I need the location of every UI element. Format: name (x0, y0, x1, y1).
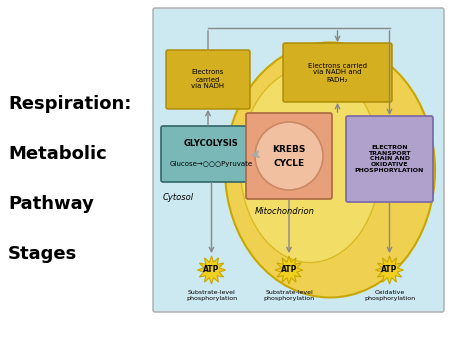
Text: ATP: ATP (203, 266, 220, 274)
Text: Respiration:: Respiration: (8, 95, 131, 113)
Text: ELECTRON
TRANSPORT
CHAIN AND
OXIDATIVE
PHOSPHORYLATION: ELECTRON TRANSPORT CHAIN AND OXIDATIVE P… (355, 145, 424, 173)
Text: CYCLE: CYCLE (274, 160, 305, 169)
Text: Cytosol: Cytosol (163, 193, 194, 202)
Text: Metabolic: Metabolic (8, 145, 107, 163)
Text: Electrons
carried
via NADH: Electrons carried via NADH (191, 70, 225, 90)
Text: Oxidative
phosphorylation: Oxidative phosphorylation (364, 290, 415, 301)
Text: Substrate-level
phosphorylation: Substrate-level phosphorylation (186, 290, 237, 301)
Text: Mitochondrion: Mitochondrion (255, 207, 315, 216)
FancyBboxPatch shape (346, 116, 433, 202)
Text: Substrate-level
phosphorylation: Substrate-level phosphorylation (263, 290, 315, 301)
Ellipse shape (240, 68, 380, 263)
Polygon shape (375, 256, 404, 284)
FancyBboxPatch shape (166, 50, 250, 109)
FancyBboxPatch shape (246, 113, 332, 199)
Text: Glucose→○○○Pyruvate: Glucose→○○○Pyruvate (170, 161, 253, 167)
FancyBboxPatch shape (283, 43, 392, 102)
Polygon shape (275, 256, 303, 284)
Text: ATP: ATP (381, 266, 398, 274)
Text: ATP: ATP (281, 266, 297, 274)
Text: KREBS: KREBS (272, 145, 306, 153)
Text: Pathway: Pathway (8, 195, 94, 213)
FancyBboxPatch shape (161, 126, 262, 182)
Polygon shape (198, 256, 225, 284)
Text: GLYCOLYSIS: GLYCOLYSIS (184, 140, 239, 148)
Ellipse shape (225, 43, 435, 297)
Text: Electrons carried
via NADH and
FADH₂: Electrons carried via NADH and FADH₂ (308, 63, 367, 82)
Circle shape (255, 122, 323, 190)
Text: Stages: Stages (8, 245, 77, 263)
FancyBboxPatch shape (153, 8, 444, 312)
